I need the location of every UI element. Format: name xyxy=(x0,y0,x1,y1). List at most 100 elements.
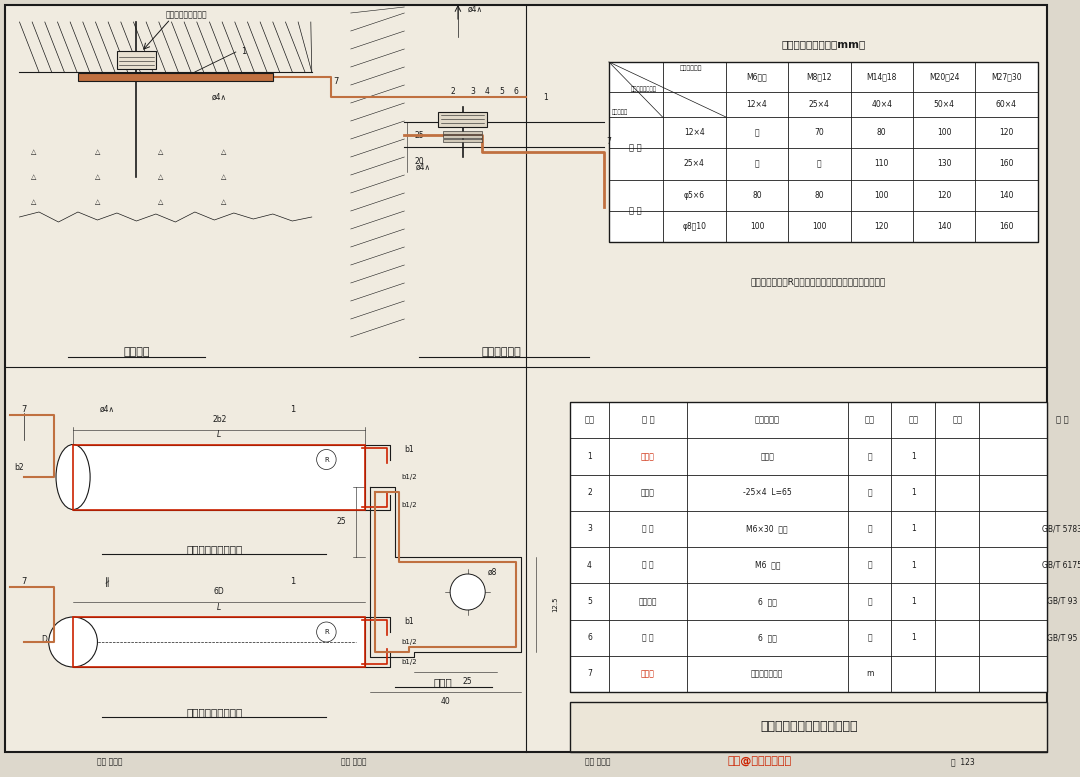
Text: 1: 1 xyxy=(912,488,916,497)
Text: 20: 20 xyxy=(414,158,423,166)
Text: 80: 80 xyxy=(753,190,761,200)
Text: 130: 130 xyxy=(936,159,951,169)
Bar xyxy=(117,51,156,69)
Text: GB/T 6175: GB/T 6175 xyxy=(1042,561,1080,570)
Text: －: － xyxy=(818,159,822,169)
Text: b1/2: b1/2 xyxy=(402,659,417,665)
Text: b1/2: b1/2 xyxy=(402,639,417,645)
Text: ∦: ∦ xyxy=(105,577,109,587)
Text: 70: 70 xyxy=(814,128,824,137)
Text: 设计 崔福涛: 设计 崔福涛 xyxy=(584,758,610,766)
Text: ø4∧: ø4∧ xyxy=(416,162,431,172)
Text: 1: 1 xyxy=(912,633,916,642)
Text: 接地耳: 接地耳 xyxy=(640,488,654,497)
Text: b1: b1 xyxy=(404,618,414,626)
Text: ø4∧: ø4∧ xyxy=(212,92,227,102)
Bar xyxy=(609,62,1038,242)
Text: 25×4: 25×4 xyxy=(684,159,704,169)
Bar xyxy=(570,402,1048,692)
Text: 序号: 序号 xyxy=(584,416,594,424)
Text: 40: 40 xyxy=(441,698,450,706)
Text: 个: 个 xyxy=(867,633,872,642)
Text: 连接片: 连接片 xyxy=(640,452,654,461)
Text: 4: 4 xyxy=(485,88,489,96)
Text: 地脚螺栓或接地螺栓: 地脚螺栓或接地螺栓 xyxy=(165,11,207,19)
Text: 1: 1 xyxy=(912,561,916,570)
Text: 个: 个 xyxy=(867,561,872,570)
Text: △: △ xyxy=(95,149,100,155)
Text: 连接片制作长度表（mm）: 连接片制作长度表（mm） xyxy=(781,39,865,49)
Text: 型号及规格: 型号及规格 xyxy=(755,416,780,424)
Text: 头条@了不起我的家: 头条@了不起我的家 xyxy=(728,757,792,767)
Text: M6  镀锌: M6 镀锌 xyxy=(755,561,780,570)
Text: M20～24: M20～24 xyxy=(929,72,959,82)
Text: 3: 3 xyxy=(588,524,592,533)
Text: △: △ xyxy=(31,174,37,180)
Text: 审核 李道本: 审核 李道本 xyxy=(97,758,123,766)
Text: 7: 7 xyxy=(334,78,339,86)
Bar xyxy=(19,22,312,72)
Text: △: △ xyxy=(31,149,37,155)
Bar xyxy=(351,7,404,337)
Text: R: R xyxy=(324,629,328,635)
Text: △: △ xyxy=(95,174,100,180)
Circle shape xyxy=(49,617,97,667)
Text: b1/2: b1/2 xyxy=(402,474,417,480)
Text: 60×4: 60×4 xyxy=(996,100,1017,109)
Text: △: △ xyxy=(95,199,100,205)
Text: GB/T 5783: GB/T 5783 xyxy=(1042,524,1080,533)
Text: 个: 个 xyxy=(867,452,872,461)
Bar xyxy=(73,444,365,510)
Text: 4: 4 xyxy=(588,561,592,570)
Text: ø4∧: ø4∧ xyxy=(468,5,483,13)
Text: D: D xyxy=(41,635,46,643)
Text: 连接片规格及长度: 连接片规格及长度 xyxy=(631,86,657,92)
Bar xyxy=(73,617,365,667)
Text: 见上表: 见上表 xyxy=(760,452,774,461)
Text: 名 称: 名 称 xyxy=(642,416,654,424)
Text: -25×4  L=65: -25×4 L=65 xyxy=(743,488,792,497)
Text: 连接片（用于圆钢）: 连接片（用于圆钢） xyxy=(186,707,243,717)
Text: 100: 100 xyxy=(936,128,951,137)
Text: R: R xyxy=(324,457,328,462)
Bar xyxy=(443,131,483,134)
Text: △: △ xyxy=(221,174,227,180)
Text: 2: 2 xyxy=(450,88,456,96)
Text: 5: 5 xyxy=(499,88,504,96)
Text: b1/2: b1/2 xyxy=(402,501,417,507)
Text: 25: 25 xyxy=(414,131,423,140)
Ellipse shape xyxy=(56,444,90,510)
Text: 12.5: 12.5 xyxy=(552,597,558,612)
Text: GB/T 95: GB/T 95 xyxy=(1047,633,1077,642)
Text: △: △ xyxy=(221,199,227,205)
Text: 12×4: 12×4 xyxy=(684,128,704,137)
Text: 1: 1 xyxy=(912,452,916,461)
Text: 1: 1 xyxy=(289,405,295,414)
Text: 7: 7 xyxy=(22,405,27,414)
Text: m: m xyxy=(866,669,874,678)
Text: M6×30  镀锌: M6×30 镀锌 xyxy=(746,524,788,533)
Text: 7: 7 xyxy=(22,577,27,587)
Text: 螺 母: 螺 母 xyxy=(643,561,653,570)
Text: 设备外露导电部分的接地安装: 设备外露导电部分的接地安装 xyxy=(760,720,858,733)
Text: ø4∧: ø4∧ xyxy=(99,405,114,414)
Bar xyxy=(443,134,483,138)
Text: 50×4: 50×4 xyxy=(933,100,955,109)
Text: 安装螺栓直径: 安装螺栓直径 xyxy=(679,65,702,71)
Text: M14～18: M14～18 xyxy=(866,72,896,82)
Text: 40×4: 40×4 xyxy=(872,100,892,109)
Text: 7: 7 xyxy=(588,669,592,678)
Circle shape xyxy=(450,574,485,610)
Text: 螺 栓: 螺 栓 xyxy=(643,524,653,533)
Bar xyxy=(73,617,365,667)
Text: 数量: 数量 xyxy=(908,416,918,424)
Text: 140: 140 xyxy=(999,190,1014,200)
Text: 25×4: 25×4 xyxy=(809,100,829,109)
Text: L: L xyxy=(217,602,221,611)
Text: 金属壳体接地: 金属壳体接地 xyxy=(482,347,522,357)
Text: 120: 120 xyxy=(999,128,1014,137)
Text: 备 注: 备 注 xyxy=(1055,416,1068,424)
Text: φ5×6: φ5×6 xyxy=(684,190,705,200)
Text: b1: b1 xyxy=(404,445,414,454)
Text: 100: 100 xyxy=(875,190,889,200)
